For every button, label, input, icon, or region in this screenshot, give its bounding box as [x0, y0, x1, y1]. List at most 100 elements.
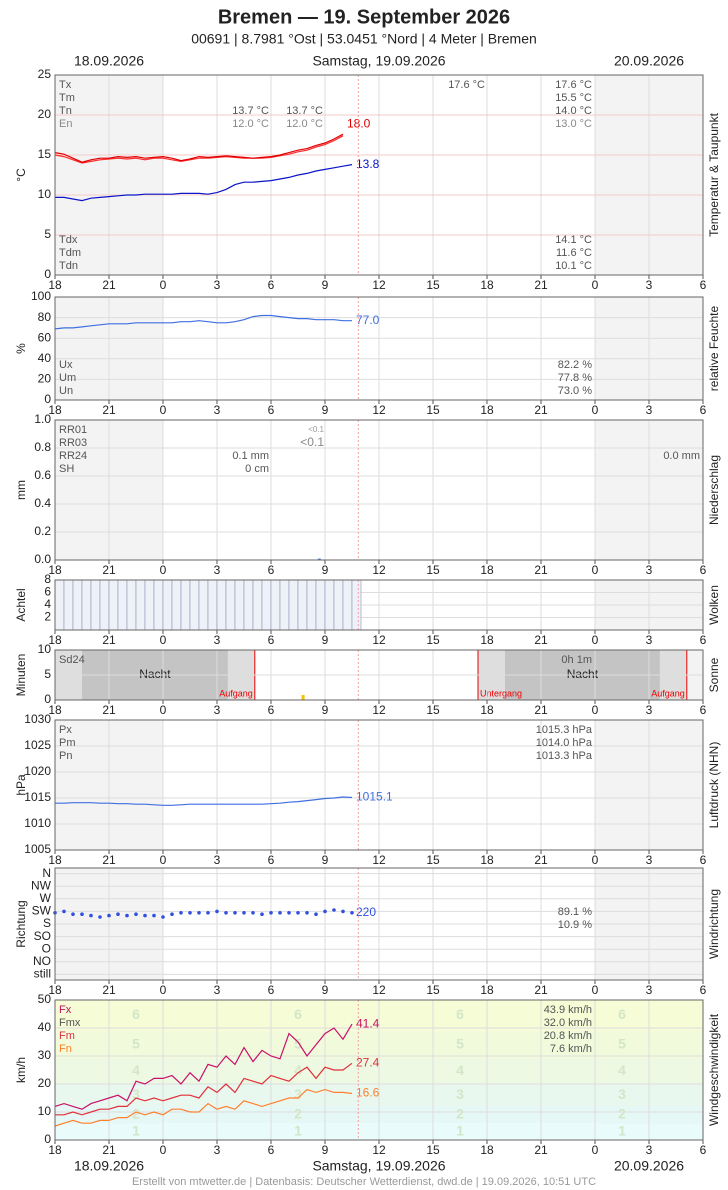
x-tick-label: 21 [534, 563, 548, 577]
x-tick-label: 3 [646, 853, 653, 867]
stat-label: SH [59, 463, 74, 475]
x-tick-label: 21 [102, 563, 116, 577]
stat-value: 73.0 % [558, 385, 592, 397]
x-tick-label: 18 [48, 563, 62, 577]
x-tick-label: 6 [268, 278, 275, 292]
y-tick-label: S [43, 916, 51, 930]
y-tick-label: 8 [44, 572, 51, 586]
y-axis-label: °C [14, 168, 28, 182]
y-axis-label: mm [14, 480, 28, 500]
y-axis-label: km/h [14, 1057, 28, 1083]
side-label: Windgeschwindigkeit [707, 1013, 721, 1126]
point [80, 912, 84, 916]
bar [54, 579, 65, 631]
x-tick-label: 3 [214, 278, 221, 292]
x-tick-label: 3 [646, 633, 653, 647]
point [125, 913, 129, 918]
x-tick-label: 0 [160, 633, 167, 647]
end-label: 16.6 [356, 1086, 380, 1100]
x-tick-label: 9 [322, 563, 329, 577]
bar [270, 579, 281, 631]
stat-value: 0h 1m [561, 654, 592, 666]
bar [288, 579, 299, 631]
bar [99, 579, 110, 631]
x-tick-label: 3 [646, 403, 653, 417]
x-tick-label: 21 [102, 278, 116, 292]
y-tick-label: NW [31, 878, 52, 892]
y-tick-label: 0 [44, 1132, 51, 1146]
y-tick-label: SO [34, 929, 51, 943]
stat-value: 10.1 °C [555, 260, 592, 272]
x-tick-label: 21 [534, 853, 548, 867]
y-tick-label: 1.0 [34, 412, 51, 426]
x-tick-label: 18 [480, 403, 494, 417]
y-tick-label: 5 [44, 667, 51, 681]
stat-value: 0 cm [245, 463, 269, 475]
end-label: 18.0 [347, 116, 371, 130]
point [197, 911, 201, 915]
beaufort-number: 4 [618, 1062, 626, 1078]
x-tick-label: 6 [700, 853, 707, 867]
beaufort-number: 2 [456, 1106, 464, 1122]
footer: Erstellt von mtwetter.de | Datenbasis: D… [132, 1176, 596, 1188]
y-tick-label: 15 [38, 147, 52, 161]
bar [72, 579, 83, 631]
stat-label: Tm [59, 92, 75, 104]
bar [225, 579, 236, 631]
bar [180, 579, 191, 631]
x-tick-label: 21 [534, 703, 548, 717]
point [179, 911, 183, 915]
plot-border [54, 999, 704, 1141]
series-line [54, 133, 344, 163]
bar [351, 579, 362, 631]
bar [135, 579, 146, 631]
stat-value: 17.6 °C [555, 79, 592, 91]
stat-value: 43.9 km/h [544, 1004, 592, 1016]
y-tick-label: 4 [44, 597, 51, 611]
y-tick-label: O [42, 941, 51, 955]
x-tick-label: 6 [268, 983, 275, 997]
x-tick-label: 6 [700, 278, 707, 292]
y-tick-label: 40 [38, 351, 52, 365]
beaufort-number: 3 [132, 1086, 140, 1102]
y-tick-label: 1030 [24, 712, 51, 726]
y-tick-label: 0.4 [34, 496, 51, 510]
x-tick-label: 3 [214, 1143, 221, 1157]
x-tick-label: 0 [592, 703, 599, 717]
stat-value: 77.8 % [558, 372, 592, 384]
x-tick-label: 3 [646, 278, 653, 292]
x-tick-label: 12 [372, 403, 386, 417]
point [134, 912, 138, 916]
x-tick-label: 9 [322, 278, 329, 292]
y-tick-label: 30 [38, 1048, 52, 1062]
stat-value: 12.0 °C [286, 118, 323, 130]
bar [171, 579, 182, 631]
y-tick-label: 20 [38, 107, 52, 121]
end-label: 41.4 [356, 1016, 380, 1030]
x-tick-label: 21 [534, 278, 548, 292]
stat-label: Px [59, 724, 72, 736]
point [206, 911, 210, 915]
beaufort-number: 6 [456, 1006, 464, 1022]
x-tick-label: 18 [480, 633, 494, 647]
stat-value: 13.7 °C [286, 105, 323, 117]
x-tick-label: 12 [372, 983, 386, 997]
stat-value: 14.0 °C [555, 105, 592, 117]
x-tick-label: 0 [160, 1143, 167, 1157]
y-tick-label: 2 [44, 610, 51, 624]
x-tick-label: 0 [592, 403, 599, 417]
point [89, 913, 93, 918]
bar [90, 579, 101, 631]
x-tick-label: 18 [480, 853, 494, 867]
stat-label: RR03 [59, 437, 87, 449]
y-tick-label: 0.8 [34, 440, 51, 454]
x-tick-label: 6 [700, 563, 707, 577]
y-tick-label: 1005 [24, 842, 51, 856]
x-tick-label: 9 [322, 703, 329, 717]
stat-label: Tdx [59, 234, 78, 246]
stat-label: Pm [59, 737, 76, 749]
x-tick-label: 0 [160, 403, 167, 417]
x-tick-label: 18 [48, 633, 62, 647]
x-tick-label: 12 [372, 278, 386, 292]
point [278, 911, 282, 915]
